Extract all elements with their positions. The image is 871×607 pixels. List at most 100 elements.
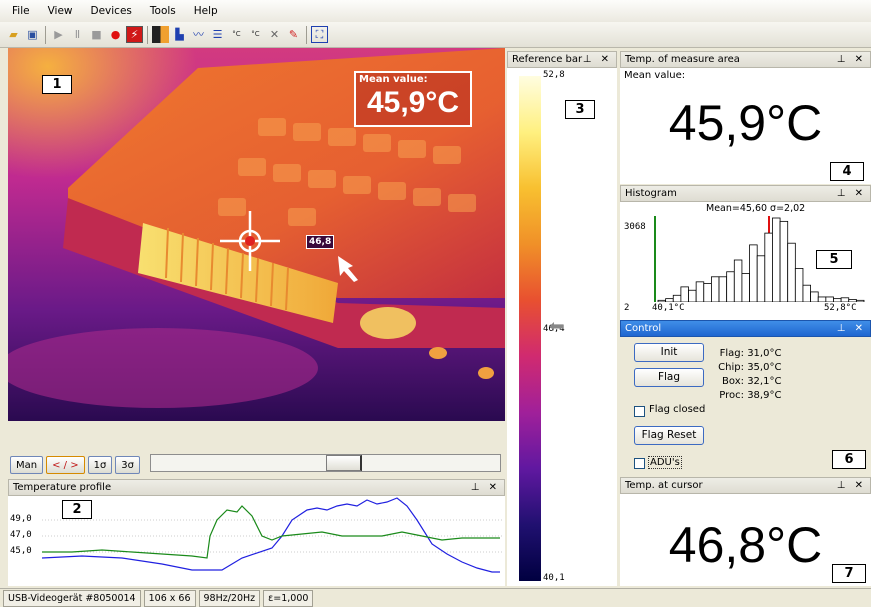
bars-icon[interactable]: ☰ [212,28,223,41]
histogram-bar [756,255,766,302]
thermal-image [8,48,505,421]
reference-mid-label: 46,4 [543,324,565,334]
histogram-icon[interactable]: ▙ [175,28,184,41]
adus-checkbox[interactable] [634,458,645,469]
record-icon[interactable]: ● [110,28,121,41]
color-scale-bar [519,76,541,581]
panel-pin-close-icons[interactable]: ⊥ ✕ [836,188,866,199]
snapshot-icon[interactable]: ⚡ [126,26,143,43]
mean-value-text: 45,9°C [366,86,460,119]
palette-icon[interactable] [152,26,169,43]
flag-button[interactable]: Flag [634,368,704,387]
menu-devices[interactable]: Devices [90,5,132,17]
histogram-bar [810,291,819,302]
profile-icon[interactable]: 〰 [193,28,204,41]
histogram-bar [665,298,674,302]
histogram-bar [688,289,697,302]
stop-icon[interactable]: ■ [91,28,102,41]
histogram-bar [672,294,682,302]
three-sigma-button[interactable]: 3σ [115,456,140,474]
reference-bar-body: 52,8 46,4 40,1 3 ⬅ [507,68,617,586]
flag-reset-button[interactable]: Flag Reset [634,426,704,445]
histogram-bar [779,220,789,302]
histogram-title: Histogram [625,188,677,199]
status-resolution: 106 x 66 [143,589,196,607]
histogram-bar [741,273,750,302]
control-readings: Flag: 31,0°C Chip: 35,0°C Box: 32,1°C Pr… [710,347,781,403]
reading-proc: Proc: 38,9°C [719,390,782,401]
manual-range-button[interactable]: Man [10,456,44,474]
temp-scale-icon[interactable]: °C [232,30,241,38]
panel-pin-close-icons[interactable]: ⊥ ✕ [836,480,866,491]
menu-tools[interactable]: Tools [149,5,176,17]
cross-icon[interactable]: ✕ [269,28,280,41]
cursor-value-label: 46,8 [306,235,335,249]
open-icon[interactable]: ▰ [9,28,18,41]
histogram-ymax: 3068 [624,222,646,232]
reference-max-label: 52,8 [543,70,565,80]
histogram-ymin: 2 [624,303,630,313]
marker-5: 5 [816,250,852,269]
marker-3: 3 [565,100,595,119]
flag-closed-checkbox[interactable] [634,406,645,417]
histogram-bar [749,244,758,302]
menu-file[interactable]: File [12,5,30,17]
temperature-profile-title: Temperature profile [13,482,112,493]
play-icon[interactable]: ▶ [54,28,63,41]
flag-closed-label: Flag closed [649,404,706,415]
mean-value-overlay: Mean value: 45,9°C [354,71,472,127]
reading-flag: Flag: 31,0°C [719,348,782,359]
profile-series-blue [42,497,500,573]
pause-icon[interactable]: Ⅱ [74,28,81,41]
histogram-bar [817,296,827,302]
range-slider-thumb[interactable] [326,455,362,471]
histogram-bar [718,276,728,302]
profile-tick-49: 49,0 [10,514,32,524]
histogram-bar [711,276,720,302]
panel-pin-close-icons[interactable]: ⊥ ✕ [836,323,866,334]
histogram-panel: Histogram ⊥ ✕ Mean=45,60 σ=2,02 3068 2 4… [620,185,871,320]
histogram-bar [733,259,743,302]
measure-area-panel: Temp. of measure area ⊥ ✕ Mean value: 45… [620,51,871,184]
measure-area-title: Temp. of measure area [625,54,740,65]
init-button[interactable]: Init [634,343,704,362]
histogram-bar [794,268,804,302]
histogram-bar [825,296,834,302]
marker-4: 4 [830,162,864,181]
panel-pin-close-icons[interactable]: ⊥ ✕ [470,482,500,493]
panel-pin-close-icons[interactable]: ⊥ ✕ [836,54,866,65]
cursor-temp-value: 46,8°C [668,517,823,573]
reference-bar-header: Reference bar ⊥ ✕ [507,51,617,68]
panel-pin-close-icons[interactable]: ⊥ ✕ [582,54,612,65]
temp-scale-alt-icon[interactable]: °C [251,30,260,38]
menu-view[interactable]: View [47,5,73,17]
cursor-temp-header: Temp. at cursor ⊥ ✕ [620,477,871,494]
histogram-bar [726,271,735,302]
histogram-plot [654,216,865,302]
marker-7: 7 [832,564,866,583]
range-slider[interactable] [150,454,501,472]
menu-bar: File View Devices Tools Help [0,0,871,22]
histogram-header: Histogram ⊥ ✕ [620,185,871,202]
histogram-bar [833,298,842,302]
control-title: Control [625,323,662,334]
marker-2: 2 [62,500,92,519]
status-device: USB-Videogerät #8050014 [3,589,141,607]
chart-edit-icon[interactable]: ✎ [288,28,299,41]
auto-range-button[interactable]: < / > [46,456,85,474]
measure-area-label: Mean value: [624,70,686,81]
histogram-bar [764,232,773,302]
toolbar-separator [147,25,148,44]
menu-help[interactable]: Help [193,5,218,17]
status-rate: 98Hz/20Hz [198,589,261,607]
thermal-image-view[interactable]: 1 Mean value: 45,9°C 46,8 [8,48,505,421]
histogram-bar [680,286,689,302]
reference-pointer-arrow-icon: ⬅ [549,316,565,337]
save-icon[interactable]: ▣ [27,28,38,41]
measure-area-value: 45,9°C [668,95,823,151]
fullscreen-icon[interactable]: ⛶ [311,26,328,43]
reference-min-label: 40,1 [543,573,565,583]
histogram-xmin: 40,1°C [652,303,685,313]
one-sigma-button[interactable]: 1σ [87,456,113,474]
histogram-bar [848,299,857,302]
